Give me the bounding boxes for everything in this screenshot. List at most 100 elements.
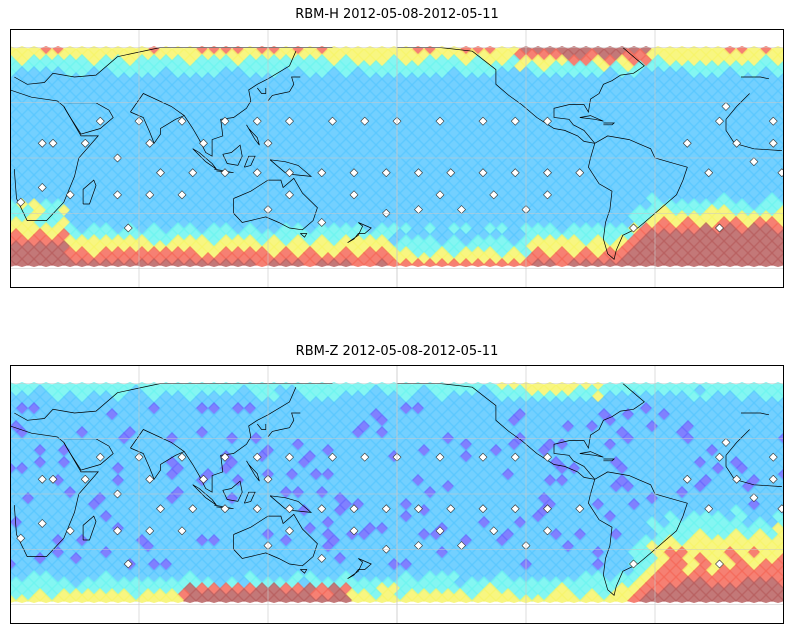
coastline (192, 148, 217, 170)
field-cell (459, 258, 473, 267)
field-cell (195, 382, 209, 392)
field-cell (423, 46, 437, 56)
field-cell (663, 382, 677, 392)
field-cell (183, 382, 197, 392)
field-cell (51, 382, 65, 392)
field-cell (171, 382, 185, 392)
field-cell (639, 46, 653, 56)
field-cell (15, 46, 29, 56)
field-cell (87, 46, 101, 56)
field-cell (243, 258, 257, 267)
map-frame (10, 29, 784, 288)
field-cell (723, 258, 737, 267)
map-title-rbm-h: RBM-H 2012-05-08-2012-05-11 (295, 7, 499, 22)
field-raster (10, 382, 784, 603)
coastline (222, 144, 243, 166)
field-cell (735, 46, 749, 56)
station-marker (48, 138, 58, 148)
coastline (741, 76, 770, 80)
field-cell (411, 382, 425, 392)
field-cell (279, 46, 293, 56)
field-cell (147, 382, 161, 392)
field-cell (771, 46, 784, 56)
field-cell (447, 258, 461, 267)
station-marker (285, 116, 294, 126)
field-cell (615, 46, 629, 56)
field-cell (39, 258, 53, 267)
field-cell (531, 46, 545, 56)
field-cell (387, 46, 401, 56)
field-cell (591, 46, 605, 56)
station-marker (65, 190, 75, 200)
coastline (347, 222, 372, 244)
field-cell (231, 46, 245, 56)
field-cell (231, 382, 245, 392)
coastline (397, 47, 595, 144)
field-cell (327, 258, 341, 267)
field-cell (723, 46, 737, 56)
field-cell (747, 382, 761, 392)
field-cell (435, 46, 449, 56)
field-cell (639, 382, 653, 392)
station-marker (145, 190, 155, 200)
field-cell (651, 46, 665, 56)
coastline (130, 93, 185, 145)
field-cell (627, 46, 641, 56)
station-marker (381, 168, 391, 178)
field-cell (303, 258, 317, 267)
field-cell (231, 258, 245, 267)
field-cell (219, 258, 233, 267)
coastline (579, 115, 604, 122)
field-cell (255, 382, 269, 392)
field-cell (507, 382, 521, 392)
field-cell (363, 46, 377, 56)
field-cell (495, 46, 509, 56)
station-markers (16, 102, 784, 233)
station-marker (575, 168, 585, 178)
field-cell (423, 382, 437, 392)
station-marker (80, 138, 90, 148)
gridlines (10, 29, 784, 288)
field-cell (363, 258, 377, 267)
field-cell (543, 46, 557, 56)
field-cell (531, 382, 545, 392)
field-cell (567, 46, 581, 56)
field-cell (579, 382, 593, 392)
station-marker (123, 223, 133, 233)
field-cell (207, 382, 221, 392)
field-cell (471, 258, 485, 267)
coastline (603, 122, 616, 126)
field-cell (735, 382, 749, 392)
station-marker (510, 168, 520, 178)
field-cell (27, 258, 41, 267)
station-marker (768, 138, 778, 148)
field-cell (171, 46, 185, 56)
field-cell (315, 258, 329, 267)
field-cell (99, 382, 113, 392)
station-marker (37, 138, 47, 148)
coastline (82, 179, 97, 205)
coastline (267, 76, 301, 102)
field-cell (303, 46, 317, 56)
station-marker (446, 168, 456, 178)
field-cell (615, 382, 629, 392)
field-cell (543, 258, 557, 267)
field-cell (411, 258, 425, 267)
field-cell (711, 258, 725, 267)
field-cell (567, 258, 581, 267)
field-cell (279, 258, 293, 267)
field-cell (459, 382, 473, 392)
field-cell (39, 382, 53, 392)
field-cell (483, 46, 497, 56)
field-cell (147, 258, 161, 267)
field-cell (495, 382, 509, 392)
field-cell (651, 382, 665, 392)
coastline (257, 87, 267, 94)
station-marker (177, 116, 187, 126)
field-cell (759, 46, 773, 56)
field-cell (195, 258, 209, 267)
field-cell (663, 46, 677, 56)
field-cell (723, 382, 737, 392)
field-cell (183, 258, 197, 267)
field-cell (435, 382, 449, 392)
